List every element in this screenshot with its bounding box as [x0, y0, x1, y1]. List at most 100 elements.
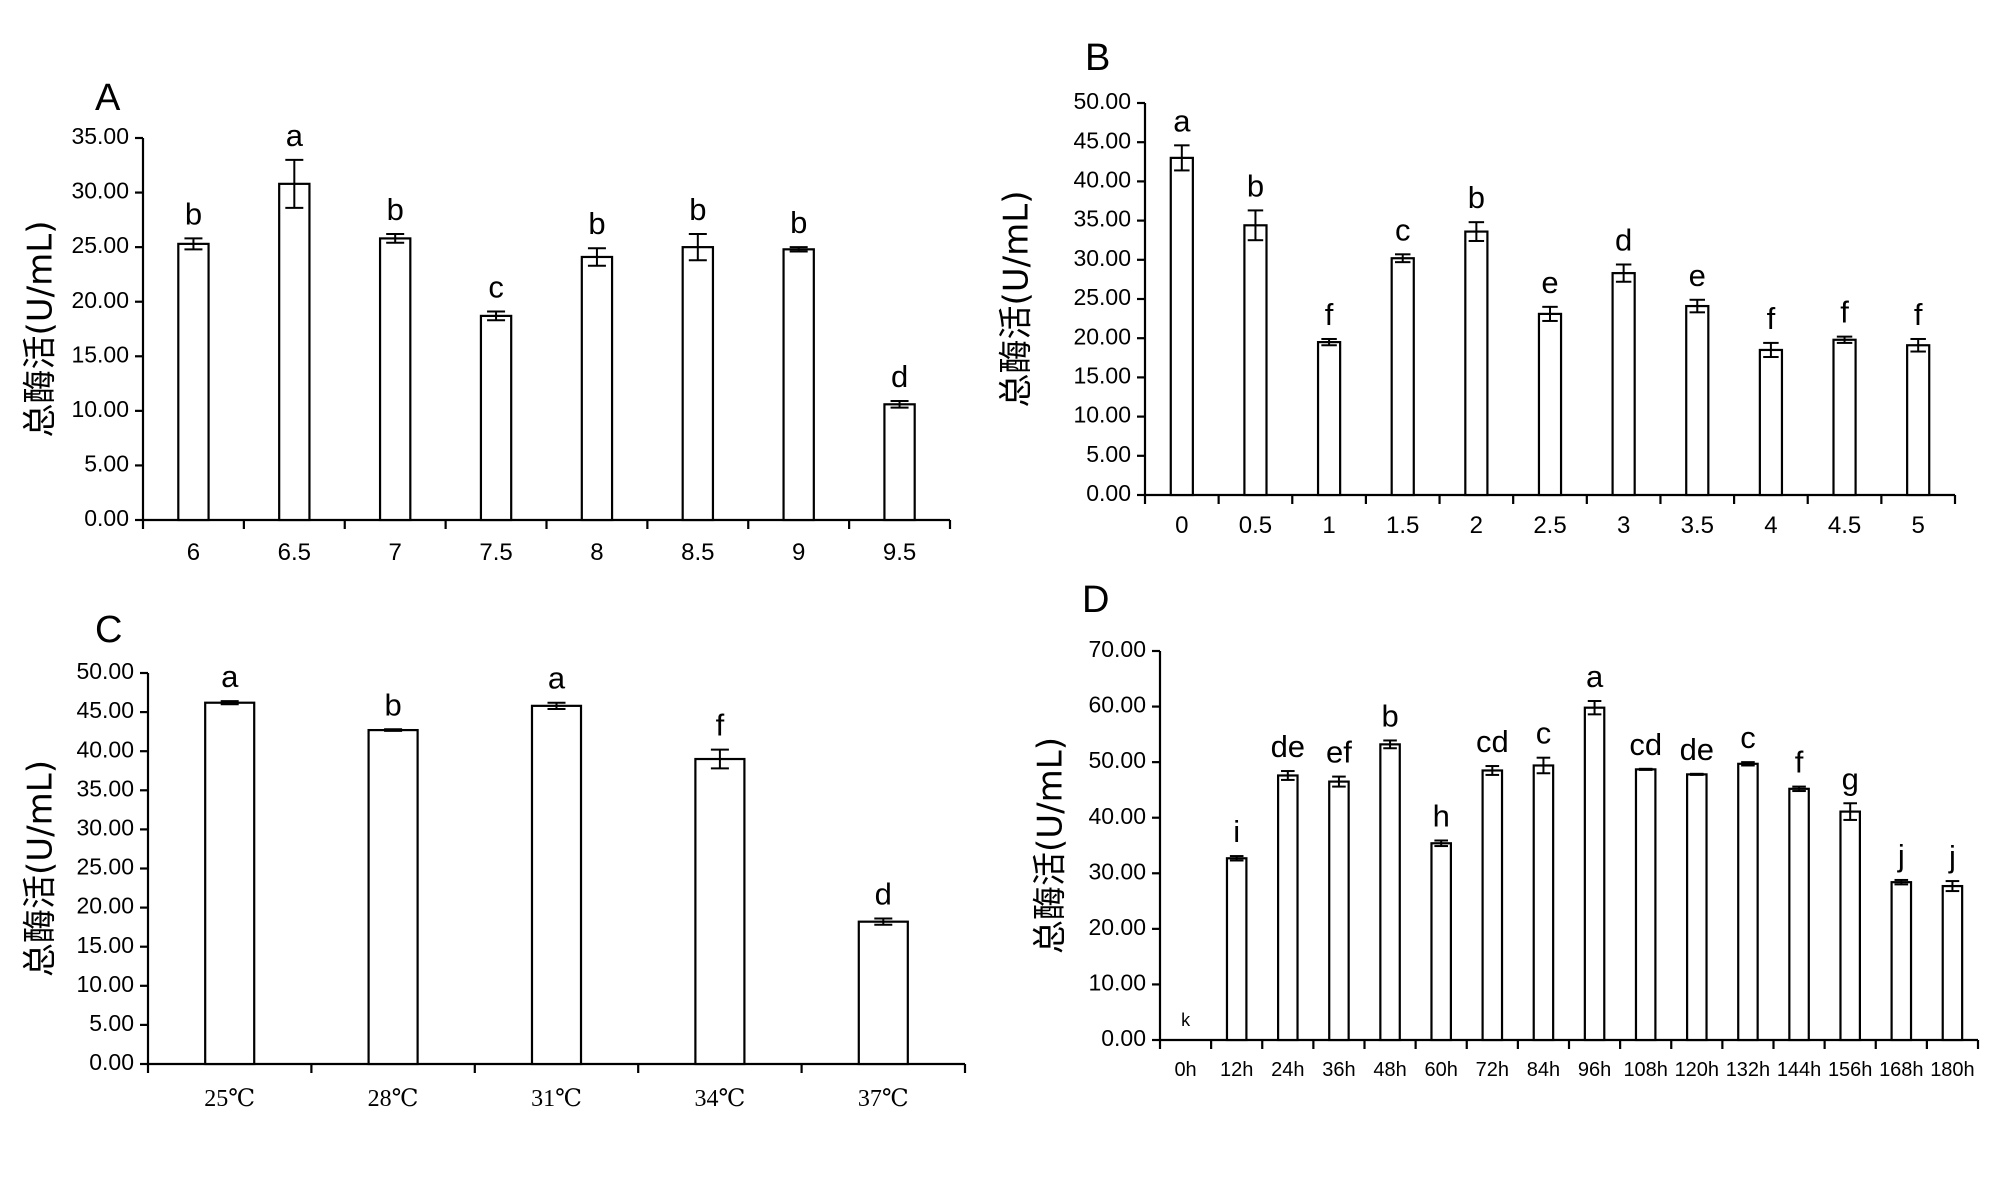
x-category-label: 37℃ [858, 1086, 909, 1112]
significance-letter: b [588, 206, 605, 241]
significance-letter: d [1615, 223, 1632, 258]
x-category-label: 60h [1425, 1059, 1458, 1081]
significance-letter: b [790, 205, 807, 240]
y-tick-label: 35.00 [76, 775, 134, 801]
y-tick-label: 10.00 [76, 971, 134, 997]
significance-letter: f [1767, 301, 1776, 336]
significance-letter: e [1541, 265, 1558, 300]
bar [278, 182, 311, 522]
x-category-label: 3.5 [1681, 512, 1714, 539]
bar [1941, 884, 1964, 1042]
x-category-label: 1.5 [1386, 512, 1419, 539]
panel-label: D [1082, 579, 1109, 621]
bar [1906, 344, 1931, 497]
x-category-label: 3 [1617, 512, 1630, 539]
x-category-label: 8.5 [681, 539, 714, 566]
bar [1839, 810, 1862, 1042]
significance-letter: a [1586, 659, 1604, 694]
x-category-label: 6 [187, 539, 200, 566]
y-tick-label: 10.00 [1088, 970, 1146, 996]
bar [1634, 768, 1657, 1042]
significance-letter: a [1173, 103, 1191, 138]
panel-b: B总酶活(U/mL)0.005.0010.0015.0020.0025.0030… [997, 37, 1957, 539]
x-category-label: 156h [1828, 1059, 1873, 1081]
y-tick-label: 15.00 [1073, 362, 1131, 388]
bar [1532, 764, 1555, 1042]
panel-c: C 总酶活(U/mL) 0.00 5.00 10.00 15.00 20.00 25.00 30… [21, 609, 967, 1112]
y-tick-label: 45.00 [1073, 127, 1131, 153]
y-axis-label: 总酶活(U/mL) [997, 191, 1037, 408]
y-tick-label: 70.00 [1088, 636, 1146, 662]
x-category-label: 0 [1175, 512, 1188, 539]
significance-letter: a [221, 659, 239, 694]
significance-letter: j [1948, 839, 1956, 874]
y-tick-label: 0.00 [84, 505, 129, 531]
significance-letter: g [1842, 761, 1859, 796]
bar [1169, 156, 1194, 497]
x-category-label: 31℃ [531, 1086, 582, 1112]
bar [1685, 304, 1710, 497]
significance-letter: cd [1476, 724, 1509, 759]
y-tick-label: 30.00 [1088, 858, 1146, 884]
bar [857, 920, 909, 1066]
x-category-label: 120h [1675, 1059, 1720, 1081]
significance-letter: d [875, 877, 892, 912]
bar [1537, 312, 1563, 497]
x-category-label: 7 [389, 539, 402, 566]
bar [1390, 257, 1415, 497]
bar [1276, 774, 1299, 1042]
y-tick-label: 45.00 [76, 697, 134, 723]
y-tick-label: 20.00 [1073, 323, 1131, 349]
panel-label: B [1085, 37, 1110, 79]
significance-letter: f [1325, 297, 1334, 332]
x-category-label: 0.5 [1239, 512, 1272, 539]
x-category-label: 6.5 [278, 539, 311, 566]
bar [782, 248, 815, 522]
y-axis-label: 总酶活(U/mL) [21, 221, 61, 438]
bar [1379, 743, 1401, 1042]
x-category-label: 180h [1930, 1059, 1975, 1081]
y-tick-label: 50.00 [1088, 747, 1146, 773]
significance-letter: e [1689, 258, 1706, 293]
significance-letter: cd [1629, 727, 1662, 762]
x-category-label: 4 [1764, 512, 1777, 539]
y-tick-label: 35.00 [71, 123, 129, 149]
x-category-label: 144h [1777, 1059, 1822, 1081]
bar [1464, 230, 1489, 497]
bar [1481, 769, 1504, 1042]
bar [367, 728, 419, 1066]
bar [479, 314, 513, 522]
x-category-label: 2 [1470, 512, 1483, 539]
significance-letter: ef [1326, 735, 1352, 770]
bar [580, 255, 614, 522]
significance-letter: h [1433, 798, 1450, 833]
x-category-label: 12h [1220, 1059, 1253, 1081]
bar [1832, 338, 1857, 497]
bar [177, 242, 210, 522]
bar [204, 701, 256, 1066]
panel-label: A [95, 77, 121, 119]
significance-letter: c [1395, 212, 1411, 247]
y-tick-label: 20.00 [1088, 914, 1146, 940]
x-category-label: 7.5 [479, 539, 512, 566]
y-tick-label: 25.00 [76, 854, 134, 880]
y-tick-label: 40.00 [1073, 166, 1131, 192]
y-tick-label: 15.00 [71, 341, 129, 367]
bar [378, 237, 412, 522]
significance-letter: a [286, 118, 304, 153]
y-tick-label: 50.00 [1073, 88, 1131, 114]
y-tick-label: 0.00 [89, 1049, 134, 1075]
y-tick-label: 5.00 [84, 451, 129, 477]
significance-letter: de [1271, 729, 1305, 764]
significance-letter: b [387, 192, 404, 227]
y-tick-label: 15.00 [76, 932, 134, 958]
significance-letter: a [548, 661, 566, 696]
y-tick-label: 60.00 [1088, 692, 1146, 718]
x-category-label: 5 [1912, 512, 1925, 539]
y-tick-label: 5.00 [1086, 441, 1131, 467]
significance-letter: k [1181, 1010, 1191, 1030]
x-category-label: 0h [1174, 1059, 1196, 1081]
significance-letter: d [891, 359, 908, 394]
significance-letter: c [488, 270, 504, 305]
y-tick-label: 0.00 [1101, 1025, 1146, 1051]
